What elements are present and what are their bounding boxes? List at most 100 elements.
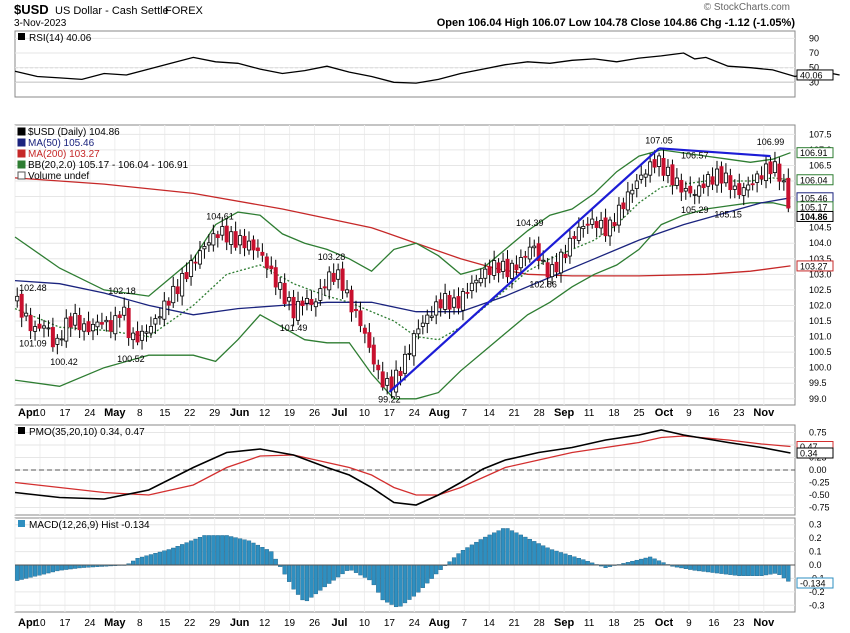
- candle-body: [599, 219, 604, 229]
- price-y-tick: 106.5: [809, 160, 832, 170]
- candle-body: [523, 255, 528, 258]
- macd-hist-bar: [563, 553, 568, 566]
- x-tick-label: Apr: [18, 407, 38, 419]
- uptrend-line: [388, 147, 660, 393]
- candle-body: [661, 157, 666, 176]
- macd-hist-bar: [41, 564, 47, 575]
- candle-body: [559, 251, 564, 274]
- candle-body: [95, 321, 100, 328]
- macd-hist-bar: [777, 564, 782, 575]
- candle-body: [148, 325, 153, 334]
- macd-hist-bar: [558, 552, 564, 566]
- x-tick-label: 8: [137, 618, 143, 629]
- candle-body: [447, 294, 452, 310]
- x-tick-label: 22: [184, 408, 196, 419]
- x-tick-label: 17: [59, 618, 71, 629]
- candle-body: [541, 259, 546, 262]
- macd-hist-bar: [188, 540, 194, 566]
- rsi-panel-frame: [14, 30, 796, 98]
- price-annotation: 99.22: [378, 395, 401, 405]
- legend-swatch: [17, 127, 26, 136]
- x-tick-label: 14: [484, 618, 496, 629]
- candle-body: [509, 262, 514, 279]
- macd-hist-bar: [732, 564, 737, 576]
- rsi-last-value-box: [796, 69, 834, 81]
- candle-body: [434, 301, 439, 316]
- macd-hist-bar: [19, 564, 24, 580]
- macd-hist-bar: [233, 537, 238, 566]
- candle-body: [737, 183, 742, 196]
- macd-hist-bar: [786, 564, 791, 582]
- macd-hist-bar: [237, 538, 243, 566]
- rsi-title: RSI(14) 40.06: [29, 33, 92, 44]
- legend-swatch: [17, 171, 26, 180]
- price-y-tick: 99.5: [809, 378, 827, 388]
- candle-body: [41, 325, 46, 329]
- macd-hist-bar: [514, 532, 519, 566]
- candle-body: [777, 163, 782, 182]
- candle-body: [131, 332, 136, 341]
- x-tick-label: 17: [384, 618, 396, 629]
- ma50-line: [14, 197, 791, 316]
- macd-last-value-box: [796, 577, 834, 589]
- macd-hist-bar: [549, 549, 555, 566]
- macd-hist-bar: [327, 564, 332, 584]
- macd-hist-bar: [367, 564, 372, 581]
- macd-y-tick: 0.3: [809, 520, 822, 530]
- macd-hist-bar: [420, 564, 425, 588]
- candle-body: [643, 173, 648, 178]
- macd-hist-bar: [719, 564, 724, 574]
- candle-body: [487, 266, 492, 276]
- candle-body: [24, 312, 29, 317]
- macd-hist-bar: [478, 539, 483, 566]
- price-legend-entry: $USD (Daily) 104.86: [28, 127, 120, 138]
- macd-hist-bar: [171, 547, 176, 566]
- candle-body: [367, 332, 372, 348]
- price-annotation: 100.42: [50, 357, 78, 367]
- macd-hist-bar: [746, 564, 751, 576]
- candle-body: [64, 317, 69, 342]
- macd-hist-bar: [344, 564, 350, 571]
- candle-body: [474, 279, 479, 284]
- x-tick-label: 10: [359, 408, 371, 419]
- price-annotation: 106.57: [681, 150, 709, 160]
- macd-hist-bar: [336, 564, 341, 578]
- macd-hist-bar: [166, 549, 171, 566]
- candle-body: [50, 327, 55, 348]
- macd-hist-bar: [474, 541, 479, 566]
- macd-hist-bar: [634, 559, 639, 566]
- x-tick-label: 16: [708, 408, 720, 419]
- candle-body: [496, 262, 501, 274]
- candle-body: [764, 163, 769, 181]
- macd-hist-bar: [144, 555, 149, 566]
- candle-body: [166, 300, 171, 306]
- macd-hist-bar: [741, 564, 746, 576]
- candle-body: [786, 177, 791, 209]
- candle-body: [162, 300, 167, 320]
- x-tick-label: 22: [184, 618, 196, 629]
- candle-body: [394, 369, 399, 393]
- macd-y-tick: -0.2: [809, 587, 825, 597]
- candle-body: [781, 180, 786, 183]
- price-annotation: 101.09: [19, 339, 47, 349]
- candle-body: [184, 272, 189, 280]
- symbol-title: $USD: [14, 2, 49, 17]
- macd-hist-bar: [710, 564, 715, 573]
- macd-hist-bar: [416, 564, 421, 593]
- price-y-tick: 102.5: [809, 285, 832, 295]
- x-tick-label: 23: [733, 408, 745, 419]
- x-tick-label: 25: [633, 408, 645, 419]
- price-y-tick: 103.0: [809, 269, 832, 279]
- candle-body: [608, 219, 613, 237]
- rsi-y-tick: 70: [809, 48, 819, 58]
- macd-hist-bar: [264, 549, 269, 566]
- macd-hist-bar: [28, 564, 33, 578]
- macd-hist-bar: [242, 539, 247, 566]
- macd-hist-bar: [688, 564, 693, 570]
- chart-date: 3-Nov-2023: [14, 18, 67, 29]
- rsi-last-value: 40.06: [800, 70, 823, 80]
- macd-hist-bar: [398, 564, 403, 607]
- candle-body: [429, 315, 434, 318]
- macd-hist-bar: [451, 557, 457, 566]
- x-tick-label: 7: [461, 618, 467, 629]
